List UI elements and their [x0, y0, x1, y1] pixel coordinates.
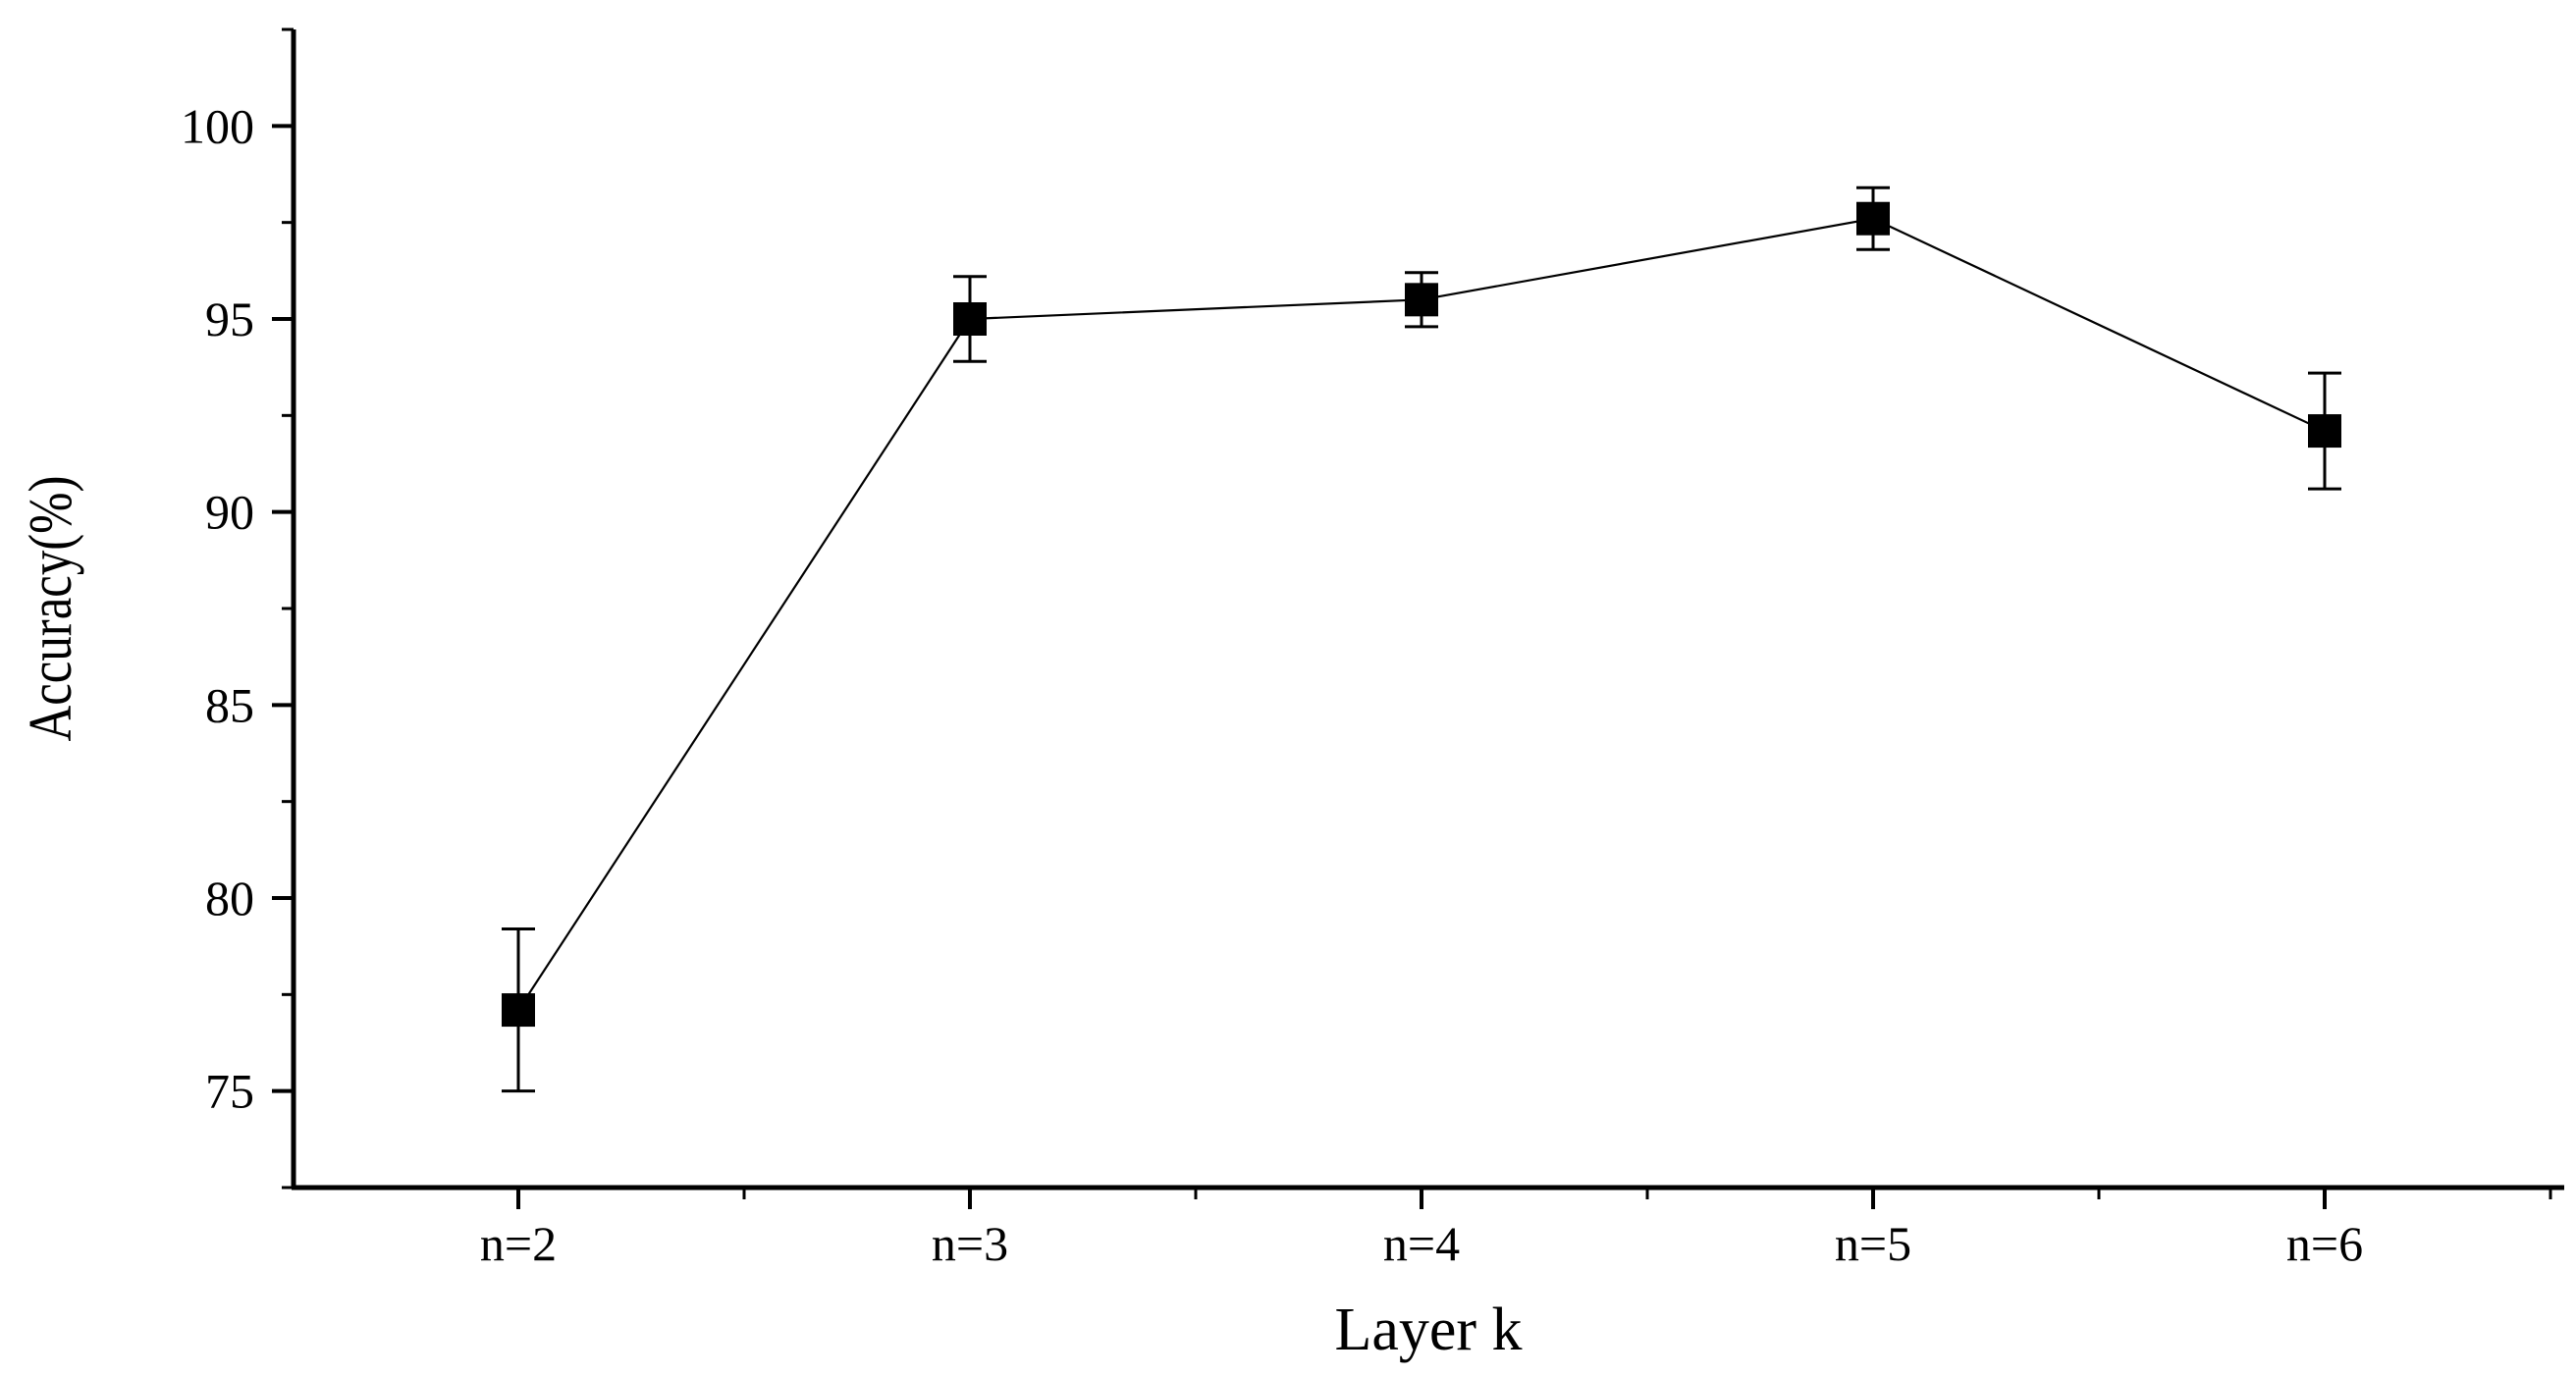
data-point-marker — [953, 302, 987, 336]
y-tick-label: 100 — [181, 98, 254, 153]
x-tick-label: n=6 — [2286, 1216, 2363, 1271]
data-point-marker — [1856, 201, 1890, 236]
data-point-marker — [502, 993, 535, 1028]
x-axis-title: Layer k — [1334, 1297, 1522, 1363]
y-axis-title: Accuracy(%) — [17, 476, 84, 742]
y-tick-label: 80 — [205, 871, 254, 926]
y-minor-ticks — [282, 27, 294, 1190]
y-axis-ticks: 75 80 85 90 95 100 — [181, 98, 294, 1119]
x-axis-ticks: n=2 n=3 n=4 n=5 n=6 — [480, 1188, 2363, 1271]
error-bars — [502, 185, 2341, 1093]
y-tick-label: 95 — [205, 291, 254, 346]
x-tick-label: n=5 — [1835, 1216, 1911, 1271]
x-tick-label: n=3 — [932, 1216, 1008, 1271]
x-tick-label: n=4 — [1383, 1216, 1460, 1271]
x-tick-label: n=2 — [480, 1216, 557, 1271]
data-point-marker — [1405, 283, 1438, 317]
y-tick-label: 75 — [205, 1064, 254, 1119]
y-tick-label: 85 — [205, 677, 254, 732]
y-tick-label: 90 — [205, 485, 254, 540]
series-line-group — [517, 217, 2326, 1011]
data-markers — [502, 201, 2341, 1028]
series-line — [517, 217, 2326, 1011]
data-point-marker — [2308, 414, 2341, 449]
